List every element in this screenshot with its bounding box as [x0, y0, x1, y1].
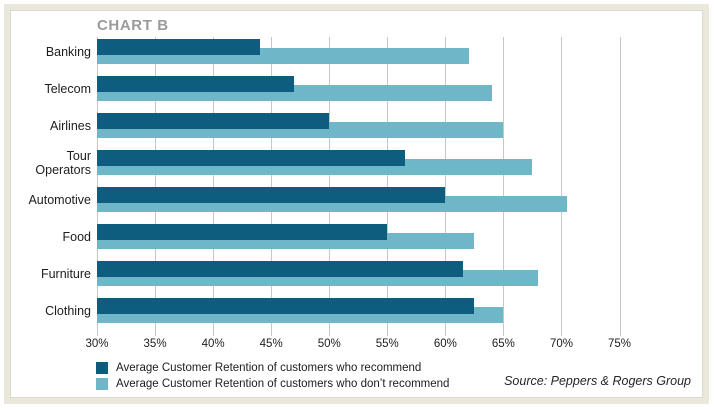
bar-recommend [97, 298, 475, 314]
bar-group [97, 111, 695, 148]
chart-panel: CHART B Banking Telecom Airlines Tour Opera… [4, 4, 709, 404]
x-tick-label: 30% [85, 338, 109, 350]
category-label: Automotive [28, 192, 91, 207]
gridline [213, 37, 215, 336]
gridline [271, 37, 273, 336]
legend-item-dont-recommend: Average Customer Retention of customers … [96, 378, 449, 390]
x-tick-label: 55% [375, 338, 399, 350]
category-label: Airlines [50, 118, 91, 133]
gridline [329, 37, 331, 336]
category-label: Clothing [45, 303, 91, 318]
category-label: Furniture [40, 266, 91, 281]
x-tick-label: 70% [549, 338, 573, 350]
gridline [619, 37, 621, 336]
bar-recommend [97, 261, 463, 277]
bar-group [97, 185, 695, 222]
gridline [445, 37, 447, 336]
bar-recommend [97, 39, 260, 55]
bar-recommend [97, 150, 405, 166]
legend-swatch-dont-recommend [96, 378, 108, 390]
x-tick-label: 45% [259, 338, 283, 350]
category-label: Banking [45, 44, 91, 59]
bar-group [97, 296, 695, 333]
legend-swatch-recommend [96, 362, 108, 374]
category-label: Food [62, 229, 92, 244]
x-axis: 30% 35% 40% 45% 50% 55% 60% 65% 70% 75% [85, 333, 695, 351]
category-label: Tour Operators [35, 149, 91, 177]
gridline [561, 37, 563, 336]
bar-recommend [97, 113, 330, 129]
x-tick-label: 60% [433, 338, 457, 350]
bar-recommend [97, 187, 446, 203]
legend-item-recommend: Average Customer Retention of customers … [96, 362, 449, 374]
chart-title: CHART B [97, 17, 169, 34]
x-tick-label: 35% [143, 338, 167, 350]
bar-group [97, 259, 695, 296]
bar-recommend [97, 76, 295, 92]
x-tick-label: 40% [201, 338, 225, 350]
legend-label-recommend: Average Customer Retention of customers … [116, 362, 422, 374]
legend: Average Customer Retention of customers … [96, 362, 449, 390]
bar-group [97, 74, 695, 111]
x-tick-label: 50% [317, 338, 341, 350]
bar-group [97, 222, 695, 259]
x-tick-label: 65% [491, 338, 515, 350]
bar-recommend [97, 224, 388, 240]
gridline [387, 37, 389, 336]
x-tick-label: 75% [608, 338, 632, 350]
gridline [97, 37, 98, 336]
category-label: Telecom [44, 81, 91, 96]
y-axis-labels: Banking Telecom Airlines Tour Operators Auto… [18, 37, 97, 333]
bar-group [97, 37, 695, 74]
bar-chart: Banking Telecom Airlines Tour Operators Auto… [18, 37, 695, 350]
gridline [155, 37, 157, 336]
plot-area: 30% 35% 40% 45% 50% 55% 60% 65% 70% 75% [85, 37, 695, 350]
legend-label-dont-recommend: Average Customer Retention of customers … [116, 378, 450, 390]
bar-group [97, 148, 695, 185]
source-credit: Source: Peppers & Rogers Group [504, 374, 691, 388]
gridline [503, 37, 505, 336]
